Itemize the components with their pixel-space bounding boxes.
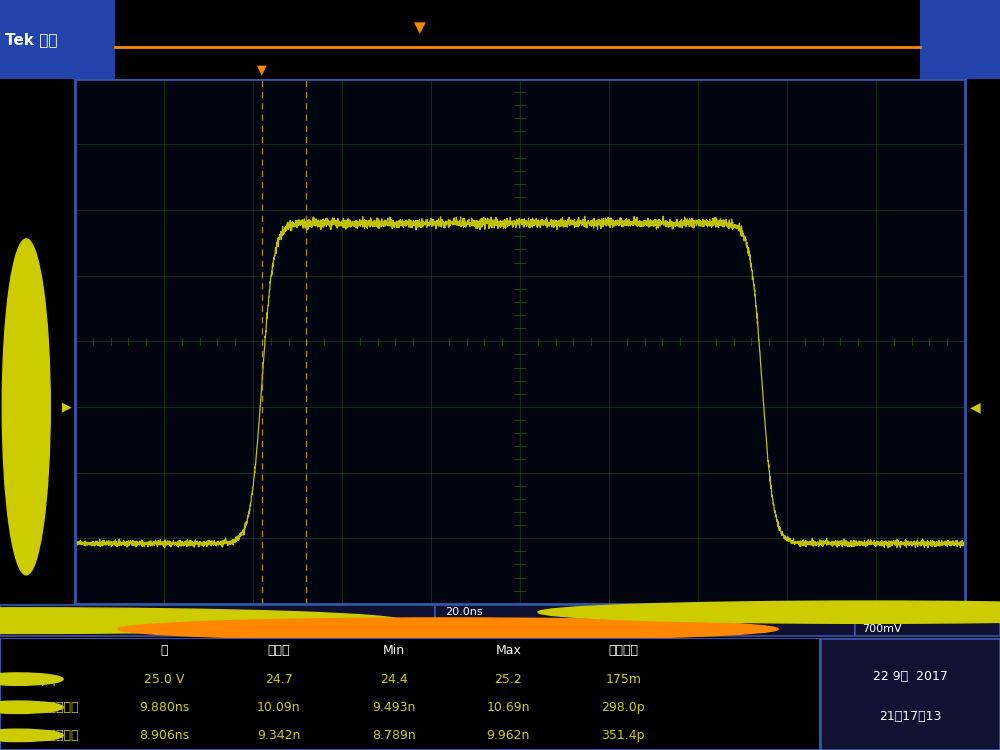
Text: p-p: p-p [41, 673, 61, 686]
Text: ▼: ▼ [257, 64, 267, 76]
Text: 22.90 %: 22.90 % [465, 624, 515, 634]
Text: 9.493n: 9.493n [372, 700, 415, 714]
Text: 標準偏差: 標準偏差 [608, 644, 638, 658]
Text: 100k points: 100k points [595, 624, 660, 634]
Circle shape [2, 238, 50, 574]
Text: 10.09n: 10.09n [257, 700, 301, 714]
Text: 298.0p: 298.0p [601, 700, 645, 714]
Text: 10.69n: 10.69n [487, 700, 530, 714]
FancyBboxPatch shape [435, 604, 855, 636]
Text: ▶: ▶ [62, 400, 71, 413]
Text: 1: 1 [14, 730, 22, 740]
Text: 1: 1 [14, 674, 22, 684]
Text: 9.962n: 9.962n [487, 729, 530, 742]
Text: 9.880ns: 9.880ns [139, 700, 189, 714]
Text: 2.50GS/s: 2.50GS/s [595, 608, 645, 617]
Text: T: T [445, 624, 451, 634]
Text: 立上り時間: 立上り時間 [41, 729, 78, 742]
Text: 351.4p: 351.4p [601, 729, 645, 742]
FancyBboxPatch shape [0, 638, 820, 750]
Text: ◀: ◀ [970, 400, 981, 414]
Text: ▼: ▼ [414, 20, 426, 35]
Circle shape [538, 601, 1000, 623]
Text: 22 9月  2017: 22 9月 2017 [873, 670, 947, 683]
FancyBboxPatch shape [115, 0, 920, 79]
Text: 1: 1 [22, 400, 31, 413]
Text: 平均値: 平均値 [268, 644, 290, 658]
Text: 25.0 V: 25.0 V [144, 673, 184, 686]
Text: 175m: 175m [605, 673, 641, 686]
Text: 5.00 V  Ω: 5.00 V Ω [50, 614, 116, 627]
Circle shape [0, 673, 63, 686]
Text: 1: 1 [14, 702, 22, 712]
FancyBboxPatch shape [0, 0, 115, 79]
Text: 値: 値 [160, 644, 168, 658]
Text: ／: ／ [885, 608, 895, 617]
FancyBboxPatch shape [855, 604, 1000, 636]
Text: 9.342n: 9.342n [257, 729, 300, 742]
Text: 700mV: 700mV [862, 624, 902, 634]
Text: Max: Max [495, 644, 521, 658]
Text: 21：17：13: 21：17：13 [879, 710, 941, 723]
FancyBboxPatch shape [0, 604, 435, 636]
Text: 1: 1 [18, 616, 26, 626]
Text: 25.2: 25.2 [495, 673, 522, 686]
Text: 1: 1 [865, 608, 871, 617]
Text: 20.0ns: 20.0ns [445, 608, 483, 617]
Circle shape [0, 608, 402, 634]
Text: 24.4: 24.4 [380, 673, 407, 686]
Circle shape [0, 729, 63, 742]
FancyBboxPatch shape [920, 0, 1000, 79]
Circle shape [118, 618, 778, 640]
Text: 立下り時間: 立下り時間 [41, 700, 78, 714]
Text: 8.789n: 8.789n [372, 729, 415, 742]
Text: Tek 停止: Tek 停止 [5, 32, 58, 46]
FancyBboxPatch shape [820, 638, 1000, 750]
Text: 24.7: 24.7 [265, 673, 293, 686]
Text: Min: Min [383, 644, 405, 658]
Text: 8.906ns: 8.906ns [139, 729, 189, 742]
Circle shape [0, 701, 63, 713]
